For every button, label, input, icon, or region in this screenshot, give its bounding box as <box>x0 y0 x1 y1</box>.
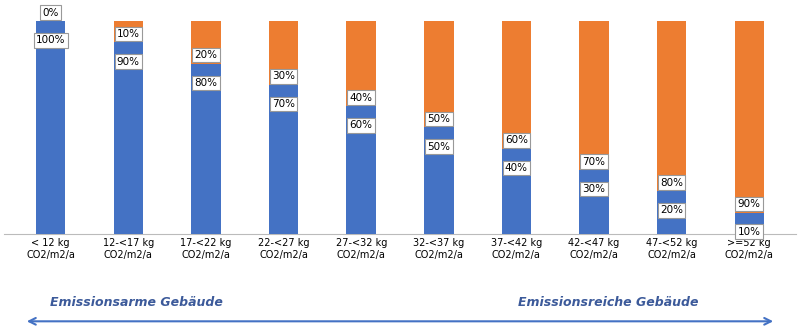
Bar <box>502 149 531 234</box>
Bar <box>191 64 221 234</box>
Text: 20%: 20% <box>194 50 218 60</box>
Bar <box>424 21 454 128</box>
Text: 70%: 70% <box>582 157 606 167</box>
Text: 50%: 50% <box>427 114 450 124</box>
Text: 20%: 20% <box>660 205 683 215</box>
Bar <box>579 170 609 234</box>
Text: 30%: 30% <box>272 71 295 81</box>
Text: 50%: 50% <box>427 142 450 152</box>
Text: 80%: 80% <box>194 78 218 88</box>
Bar <box>734 21 764 212</box>
Bar <box>114 42 143 234</box>
Text: 90%: 90% <box>738 199 761 209</box>
Text: Emissionsreiche Gebäude: Emissionsreiche Gebäude <box>518 296 698 309</box>
Text: 60%: 60% <box>350 120 373 130</box>
Bar <box>114 21 143 42</box>
Text: 10%: 10% <box>738 227 761 237</box>
Text: 40%: 40% <box>505 163 528 173</box>
Bar <box>657 191 686 234</box>
Text: 90%: 90% <box>117 56 140 66</box>
Text: 60%: 60% <box>505 135 528 145</box>
Bar <box>346 106 376 234</box>
Bar <box>579 21 609 170</box>
Bar <box>657 21 686 191</box>
Bar <box>191 21 221 64</box>
Bar <box>424 128 454 234</box>
Text: Emissionsarme Gebäude: Emissionsarme Gebäude <box>50 296 222 309</box>
Bar <box>502 21 531 149</box>
Bar <box>269 85 298 234</box>
Bar <box>734 212 764 234</box>
Bar <box>346 21 376 106</box>
Bar <box>269 21 298 85</box>
Text: 10%: 10% <box>117 29 140 39</box>
Text: 70%: 70% <box>272 99 295 109</box>
Bar <box>36 21 66 234</box>
Text: 100%: 100% <box>36 35 66 45</box>
Text: 40%: 40% <box>350 93 373 103</box>
Text: 80%: 80% <box>660 178 683 188</box>
Text: 0%: 0% <box>42 8 59 18</box>
Text: 30%: 30% <box>582 184 606 194</box>
